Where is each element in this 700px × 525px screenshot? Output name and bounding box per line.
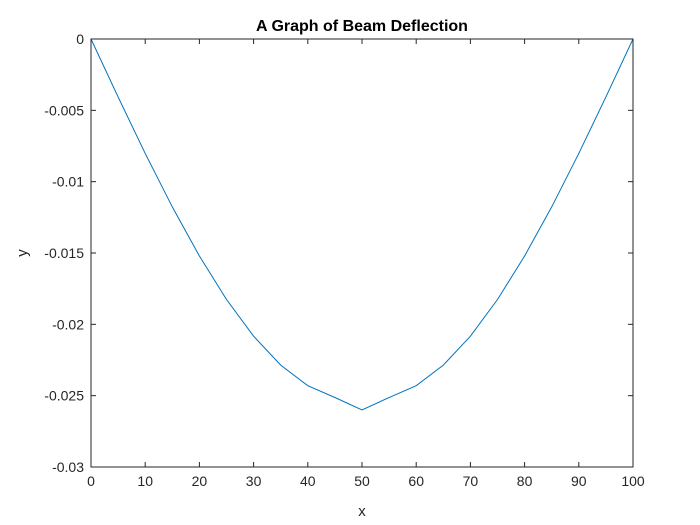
x-axis-label: x (358, 503, 366, 520)
x-tick-label: 0 (87, 473, 95, 489)
x-axis-ticks: 0 10 20 30 40 50 60 70 80 90 100 (87, 39, 645, 489)
x-tick-label: 40 (300, 473, 316, 489)
y-tick-label: -0.02 (52, 316, 84, 332)
y-tick-label: 0 (76, 31, 84, 47)
y-tick-label: -0.005 (44, 102, 84, 118)
x-tick-label: 80 (517, 473, 533, 489)
x-tick-label: 30 (246, 473, 262, 489)
y-tick-label: -0.015 (44, 245, 84, 261)
x-tick-label: 10 (137, 473, 153, 489)
x-tick-label: 60 (408, 473, 424, 489)
x-tick-label: 90 (571, 473, 587, 489)
x-tick-label: 70 (463, 473, 479, 489)
y-tick-label: -0.025 (44, 388, 84, 404)
y-tick-label: -0.01 (52, 174, 84, 190)
x-tick-label: 100 (621, 473, 645, 489)
x-tick-label: 20 (192, 473, 208, 489)
deflection-series-line (90, 38, 634, 411)
y-tick-label: -0.03 (52, 459, 84, 475)
plot-area (90, 38, 634, 468)
chart-title: A Graph of Beam Deflection (256, 18, 468, 35)
x-tick-label: 50 (354, 473, 370, 489)
y-axis-label: y (14, 249, 31, 257)
y-axis-ticks: 0 -0.005 -0.01 -0.015 -0.02 -0.025 -0.03 (44, 31, 633, 475)
